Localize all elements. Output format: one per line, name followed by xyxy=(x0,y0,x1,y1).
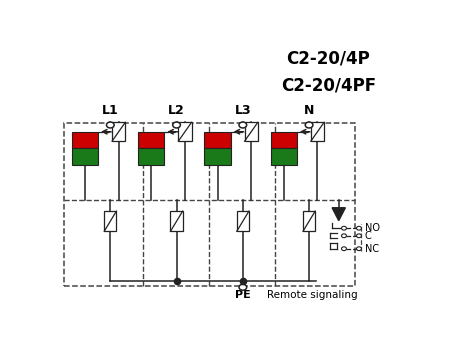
Circle shape xyxy=(173,122,180,128)
Text: C2-20/4P: C2-20/4P xyxy=(286,49,370,67)
Bar xyxy=(311,122,324,141)
Text: NC: NC xyxy=(365,244,379,254)
Bar xyxy=(72,132,98,148)
Bar xyxy=(104,211,117,231)
Text: PE: PE xyxy=(235,290,251,300)
Circle shape xyxy=(356,234,361,238)
Bar xyxy=(178,122,192,141)
Text: L1: L1 xyxy=(102,104,119,117)
Circle shape xyxy=(107,122,114,128)
Text: C: C xyxy=(365,231,372,241)
Bar xyxy=(204,148,230,165)
Circle shape xyxy=(356,247,361,251)
Bar xyxy=(138,132,164,148)
Circle shape xyxy=(305,122,313,128)
Bar xyxy=(171,211,183,231)
Polygon shape xyxy=(332,208,345,221)
Bar xyxy=(237,211,249,231)
Circle shape xyxy=(239,284,247,290)
Circle shape xyxy=(342,234,346,238)
Text: L3: L3 xyxy=(234,104,251,117)
Circle shape xyxy=(342,247,346,251)
Circle shape xyxy=(356,226,361,230)
Text: Remote signaling: Remote signaling xyxy=(267,290,358,300)
Circle shape xyxy=(342,226,346,230)
Text: C2-20/4PF: C2-20/4PF xyxy=(281,76,376,94)
Bar xyxy=(72,148,98,165)
Bar xyxy=(245,122,258,141)
Text: L2: L2 xyxy=(168,104,185,117)
Bar xyxy=(303,211,315,231)
Text: NO: NO xyxy=(365,223,380,233)
Bar xyxy=(138,148,164,165)
Bar xyxy=(271,148,297,165)
Bar xyxy=(112,122,125,141)
Bar xyxy=(271,132,297,148)
Circle shape xyxy=(239,122,247,128)
Text: N: N xyxy=(304,104,314,117)
Bar xyxy=(204,132,230,148)
